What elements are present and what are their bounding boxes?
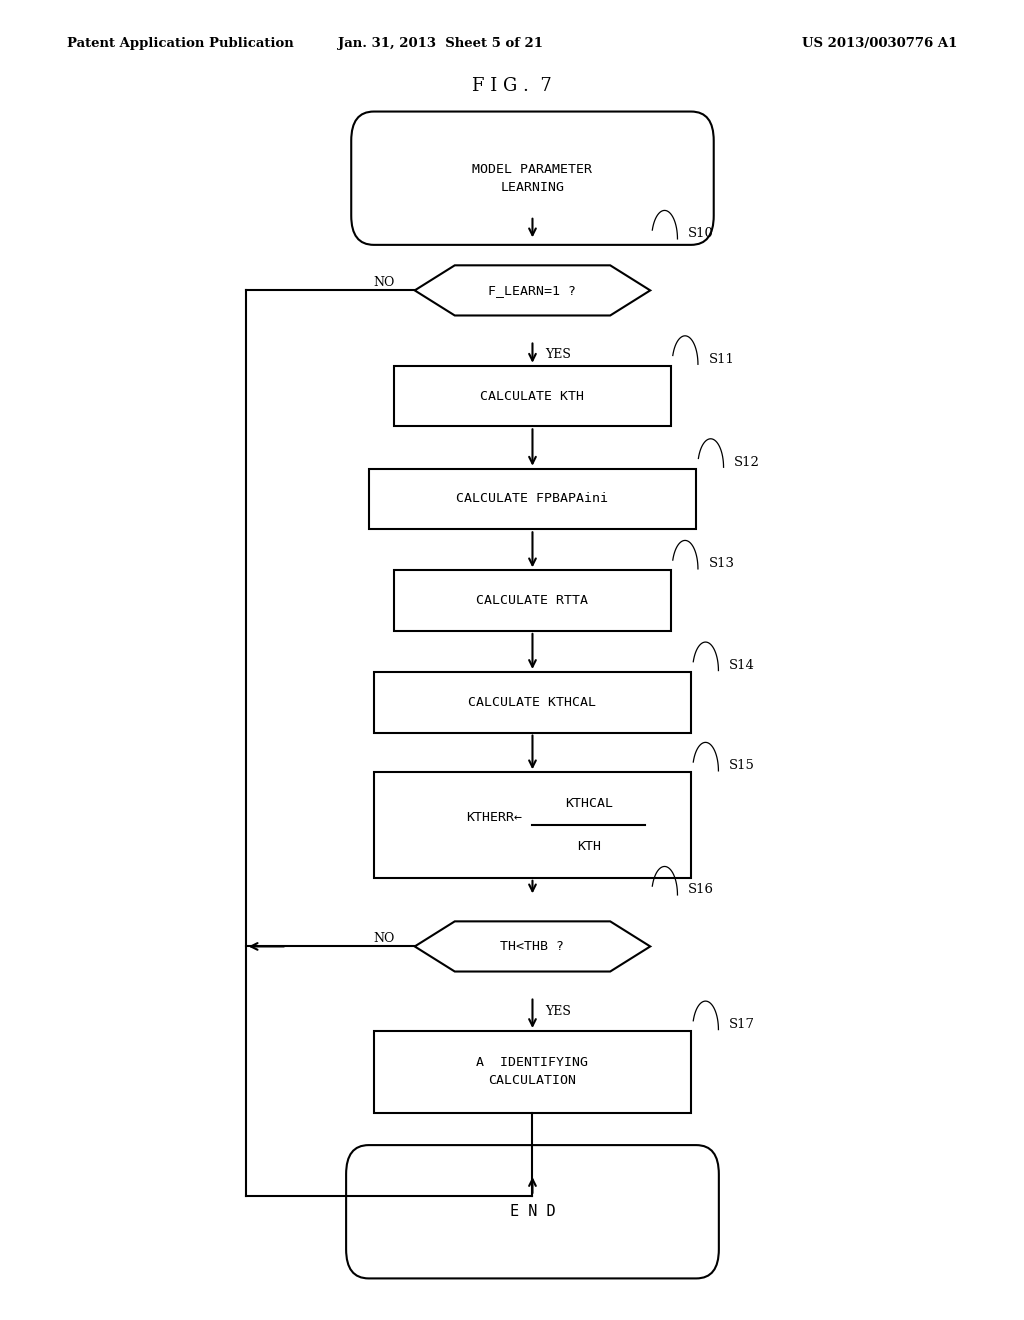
Text: S13: S13 bbox=[709, 557, 734, 570]
Text: YES: YES bbox=[545, 348, 570, 362]
Text: F_LEARN=1 ?: F_LEARN=1 ? bbox=[488, 284, 577, 297]
Text: S10: S10 bbox=[688, 227, 714, 240]
Text: YES: YES bbox=[545, 1005, 570, 1018]
Text: CALCULATE FPBAPAini: CALCULATE FPBAPAini bbox=[457, 492, 608, 506]
Bar bbox=[374, 672, 691, 733]
Text: F I G .  7: F I G . 7 bbox=[472, 77, 552, 95]
Polygon shape bbox=[415, 265, 650, 315]
Text: S12: S12 bbox=[734, 455, 760, 469]
Text: NO: NO bbox=[373, 932, 394, 945]
Text: KTHCAL: KTHCAL bbox=[565, 797, 612, 810]
Text: Jan. 31, 2013  Sheet 5 of 21: Jan. 31, 2013 Sheet 5 of 21 bbox=[338, 37, 543, 50]
Bar bbox=[369, 469, 696, 529]
Text: A  IDENTIFYING
CALCULATION: A IDENTIFYING CALCULATION bbox=[476, 1056, 589, 1088]
Bar bbox=[374, 1031, 691, 1113]
FancyBboxPatch shape bbox=[351, 112, 714, 244]
Text: S11: S11 bbox=[709, 352, 734, 366]
Text: NO: NO bbox=[373, 276, 394, 289]
Text: CALCULATE RTTA: CALCULATE RTTA bbox=[476, 594, 589, 607]
Text: S14: S14 bbox=[729, 659, 755, 672]
Text: KTHERR←: KTHERR← bbox=[466, 810, 522, 824]
Bar bbox=[374, 772, 691, 878]
Text: TH<THB ?: TH<THB ? bbox=[501, 940, 564, 953]
Text: CALCULATE KTHCAL: CALCULATE KTHCAL bbox=[469, 696, 596, 709]
Text: S15: S15 bbox=[729, 759, 755, 772]
Bar bbox=[394, 366, 671, 426]
Text: E N D: E N D bbox=[510, 1204, 555, 1220]
Text: S17: S17 bbox=[729, 1018, 755, 1031]
Polygon shape bbox=[415, 921, 650, 972]
Text: MODEL PARAMETER
LEARNING: MODEL PARAMETER LEARNING bbox=[472, 162, 593, 194]
FancyBboxPatch shape bbox=[346, 1144, 719, 1278]
Bar bbox=[394, 570, 671, 631]
Text: CALCULATE KTH: CALCULATE KTH bbox=[480, 389, 585, 403]
Text: S16: S16 bbox=[688, 883, 714, 896]
Text: KTH: KTH bbox=[577, 840, 601, 853]
Text: US 2013/0030776 A1: US 2013/0030776 A1 bbox=[802, 37, 957, 50]
Text: Patent Application Publication: Patent Application Publication bbox=[67, 37, 293, 50]
